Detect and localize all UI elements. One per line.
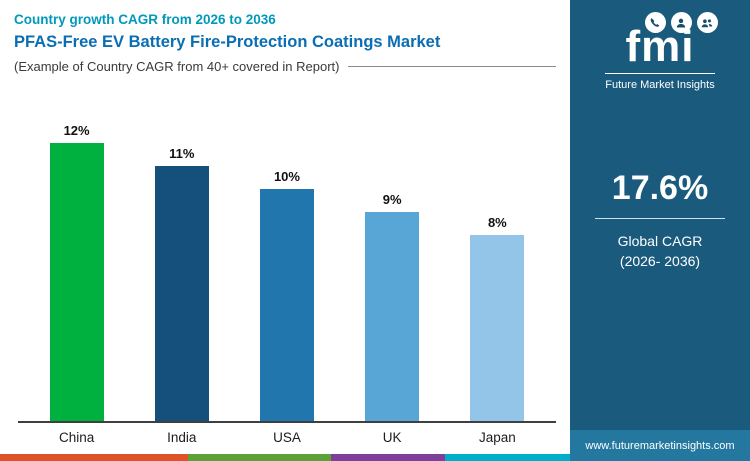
bar-value-label: 10%	[273, 169, 300, 184]
strip-segment-green	[188, 454, 331, 461]
bar-usa	[259, 189, 314, 421]
stat-label: Global CAGR (2026- 2036)	[618, 231, 703, 272]
logo-icon-row	[644, 12, 718, 33]
bar-chart: 12% 11% 10% 9% 8%	[18, 110, 556, 445]
stat-label-line2: (2026- 2036)	[619, 252, 701, 269]
stat-divider	[595, 217, 725, 219]
bar-japan	[470, 235, 525, 421]
logo-wordmark: fmi	[625, 22, 695, 71]
chart-subtitle-row: (Example of Country CAGR from 40+ covere…	[14, 59, 556, 74]
stat-value: 17.6%	[611, 168, 709, 207]
x-tick-china: China	[58, 430, 95, 445]
stat-label-line1: Global CAGR	[617, 232, 703, 249]
subtitle-divider	[347, 66, 556, 67]
brand-panel: fmi Future Market Insights 17.6% Global …	[570, 0, 750, 461]
website-link[interactable]: www.futuremarketinsights.com	[585, 439, 735, 452]
strip-segment-cyan	[444, 454, 570, 461]
plot-area: 12% 11% 10% 9% 8%	[18, 110, 556, 421]
person-icon	[670, 12, 692, 33]
x-tick-uk: UK	[382, 430, 402, 445]
bar-group-japan: 8%	[469, 215, 525, 421]
strip-segment-orange	[0, 454, 189, 461]
logo-company-name: Future Market Insights	[605, 78, 715, 91]
global-cagr-stat: 17.6% Global CAGR (2026- 2036)	[595, 169, 725, 272]
x-tick-japan: Japan	[478, 430, 516, 445]
bar-group-china: 12%	[49, 123, 105, 421]
footer-color-strip	[0, 454, 570, 461]
x-axis-line	[18, 421, 556, 423]
chart-subtitle: (Example of Country CAGR from 40+ covere…	[14, 59, 340, 74]
bar-group-uk: 9%	[364, 192, 420, 421]
bar-value-label: 9%	[382, 192, 402, 207]
x-axis-labels: China India USA UK Japan	[18, 430, 556, 445]
bar-value-label: 8%	[487, 215, 507, 230]
page-title: PFAS-Free EV Battery Fire-Protection Coa…	[14, 33, 441, 51]
bar-uk	[365, 212, 420, 421]
bar-group-usa: 10%	[259, 169, 315, 421]
logo-divider	[605, 72, 715, 74]
bar-china	[49, 143, 104, 421]
people-icon	[696, 12, 718, 33]
strip-segment-purple	[330, 454, 445, 461]
chart-section: Country growth CAGR from 2026 to 2036 PF…	[0, 12, 570, 461]
x-tick-india: India	[167, 430, 197, 445]
bar-group-india: 11%	[154, 146, 210, 421]
chart-eyebrow: Country growth CAGR from 2026 to 2036	[14, 12, 276, 27]
website-bar: www.futuremarketinsights.com	[570, 430, 750, 461]
bar-value-label: 12%	[63, 123, 90, 138]
fmi-logo: fmi Future Market Insights	[603, 12, 718, 91]
x-tick-usa: USA	[273, 430, 301, 445]
phone-icon	[644, 12, 666, 33]
bar-value-label: 11%	[169, 146, 195, 161]
bar-india	[154, 166, 209, 421]
